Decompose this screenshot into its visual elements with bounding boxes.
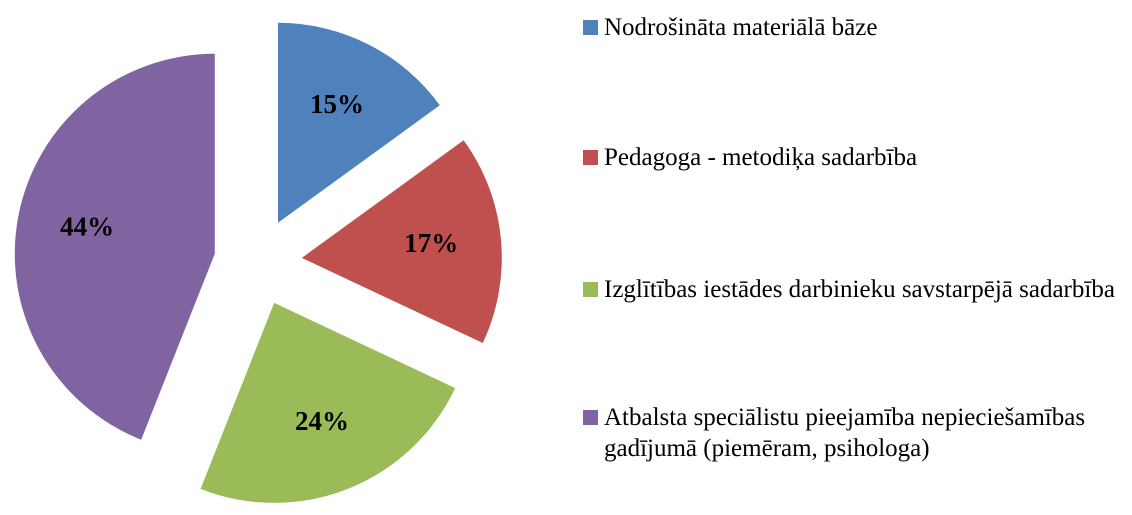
data-label: 24% <box>295 406 349 436</box>
legend-item: Pedagoga - metodiķa sadarbība <box>583 142 1128 173</box>
legend-label: Izglītības iestādes darbinieku savstarpē… <box>604 276 1115 303</box>
legend-label: Nodrošināta materiālā bāze <box>604 14 878 41</box>
legend-item: Atbalsta speciālistu pieejamība nepiecie… <box>583 402 1128 464</box>
legend-swatch <box>583 282 598 297</box>
legend-item: Nodrošināta materiālā bāze <box>583 12 1128 43</box>
legend-label: Pedagoga - metodiķa sadarbība <box>604 144 918 171</box>
legend-swatch <box>583 410 598 425</box>
pie-slice <box>14 53 215 440</box>
legend-item: Izglītības iestādes darbinieku savstarpē… <box>583 274 1128 305</box>
pie-slice <box>277 22 440 223</box>
pie-slice <box>200 302 456 503</box>
pie-slice <box>301 140 502 344</box>
chart: 15% 17% 24% 44% <box>14 22 502 503</box>
data-label: 15% <box>310 89 364 119</box>
legend-swatch <box>583 20 598 35</box>
legend-swatch <box>583 150 598 165</box>
data-label: 17% <box>404 228 458 258</box>
data-label: 44% <box>60 212 114 242</box>
legend-label: Atbalsta speciālistu pieejamība nepiecie… <box>604 404 1086 462</box>
